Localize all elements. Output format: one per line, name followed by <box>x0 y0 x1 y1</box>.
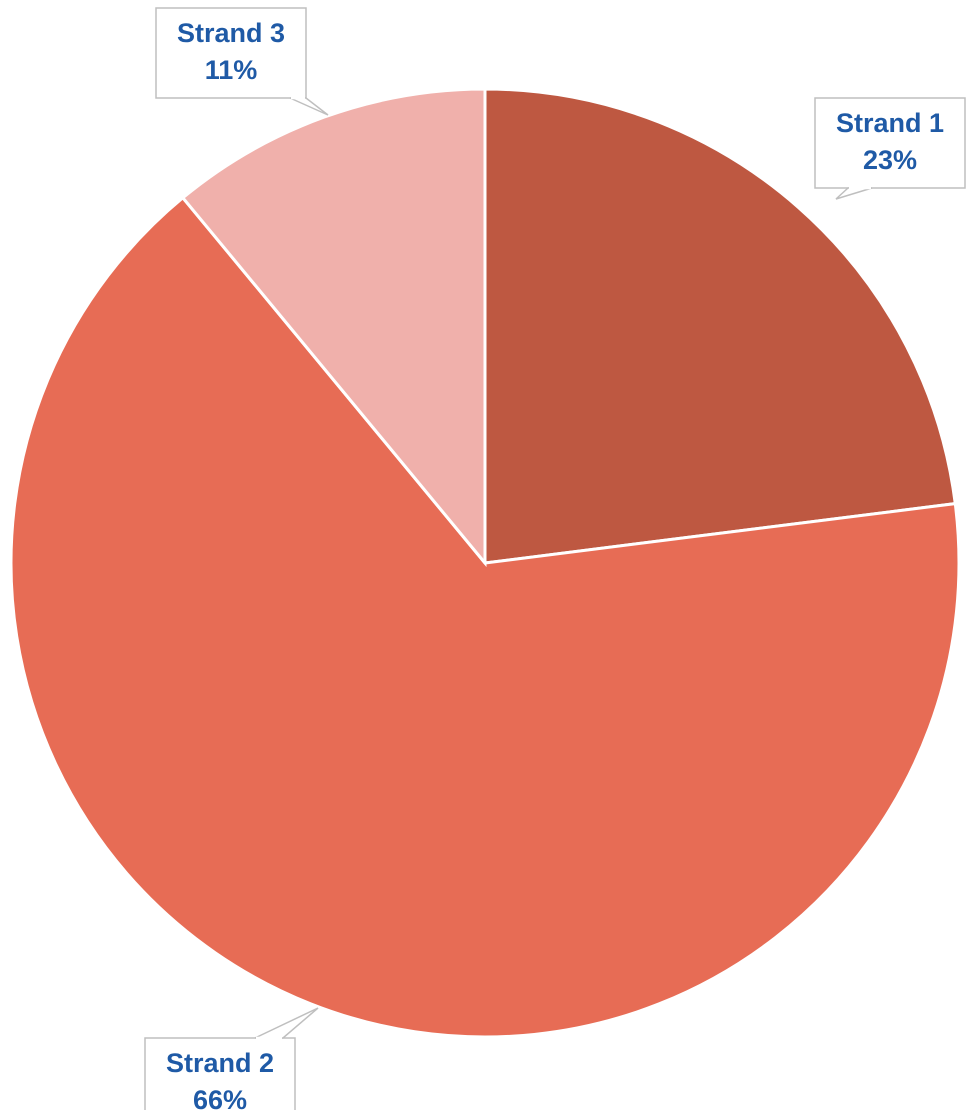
callout-pointer <box>254 1007 319 1039</box>
callout-box <box>144 1037 296 1110</box>
data-label-strand-1: Strand 1 23% <box>814 97 966 200</box>
callout-box <box>155 7 307 99</box>
callout-pointer <box>835 187 873 200</box>
pie-slice-strand-1 <box>483 87 957 565</box>
pie-slice-strand-3 <box>180 87 487 568</box>
pie-slices <box>9 87 961 1039</box>
slice-value-label: 11% <box>205 55 258 85</box>
slice-label: Strand 3 <box>177 18 285 48</box>
slice-value-label: 66% <box>193 1085 247 1110</box>
data-label-strand-3: Strand 3 11% <box>155 7 329 116</box>
callout-box <box>814 97 966 189</box>
pie-slice-strand-2 <box>9 195 961 1039</box>
slice-value-label: 23% <box>863 145 917 175</box>
slice-label: Strand 1 <box>836 108 944 138</box>
callout-pointer <box>289 97 329 116</box>
data-label-strand-2: Strand 2 66% <box>144 1007 319 1110</box>
pie-callouts: Strand 1 23% Strand 2 66% Strand 3 11% <box>144 7 966 1110</box>
slice-label: Strand 2 <box>166 1048 274 1078</box>
